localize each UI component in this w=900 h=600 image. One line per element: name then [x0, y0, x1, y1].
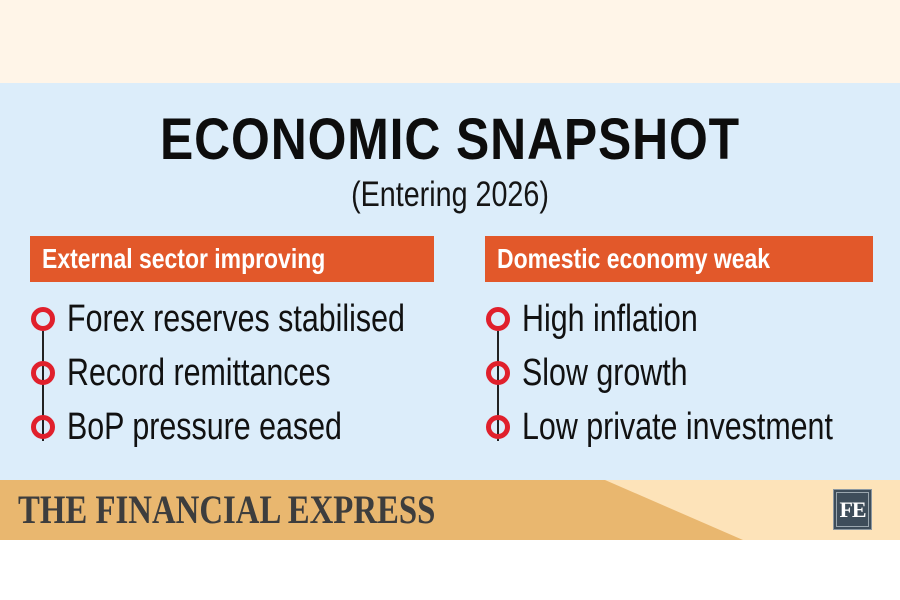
timeline-connector [42, 331, 44, 441]
ring-bullet-icon [486, 361, 510, 385]
list-item: Record remittances [30, 346, 434, 400]
list-item-text: Record remittances [67, 351, 331, 394]
ring-bullet-icon [486, 415, 510, 439]
column-header-label: Domestic economy weak [497, 243, 771, 274]
snapshot-panel: ECONOMIC SNAPSHOT (Entering 2026) Extern… [0, 83, 900, 480]
column-domestic-economy: Domestic economy weak High inflation Slo… [485, 236, 873, 454]
column-header: Domestic economy weak [485, 236, 873, 282]
list-item-text: High inflation [522, 297, 698, 340]
list-item-text: BoP pressure eased [67, 405, 342, 448]
column-header: External sector improving [30, 236, 434, 282]
list-item-text: Forex reserves stabilised [67, 297, 405, 340]
list-item: BoP pressure eased [30, 400, 434, 454]
fe-logo-icon: FE [833, 489, 872, 530]
list-item: Low private investment [485, 400, 873, 454]
ring-bullet-icon [31, 361, 55, 385]
list-item-text: Slow growth [522, 351, 688, 394]
timeline-connector [497, 331, 499, 441]
page-subtitle: (Entering 2026) [351, 175, 549, 214]
footer-band: THE FINANCIAL EXPRESS FE [0, 480, 900, 540]
item-list: High inflation Slow growth Low private i… [485, 292, 873, 454]
list-item: High inflation [485, 292, 873, 346]
list-item: Forex reserves stabilised [30, 292, 434, 346]
brand-name: THE FINANCIAL EXPRESS [18, 487, 436, 532]
list-item-text: Low private investment [522, 405, 833, 448]
column-external-sector: External sector improving Forex reserves… [30, 236, 434, 454]
list-item: Slow growth [485, 346, 873, 400]
item-list: Forex reserves stabilised Record remitta… [30, 292, 434, 454]
logo-text: FE [836, 492, 869, 527]
column-header-label: External sector improving [42, 243, 326, 274]
top-band [0, 0, 900, 83]
ring-bullet-icon [31, 307, 55, 331]
ring-bullet-icon [486, 307, 510, 331]
ring-bullet-icon [31, 415, 55, 439]
footer-diagonal-shape [0, 480, 743, 540]
page-title: ECONOMIC SNAPSHOT [160, 107, 740, 172]
